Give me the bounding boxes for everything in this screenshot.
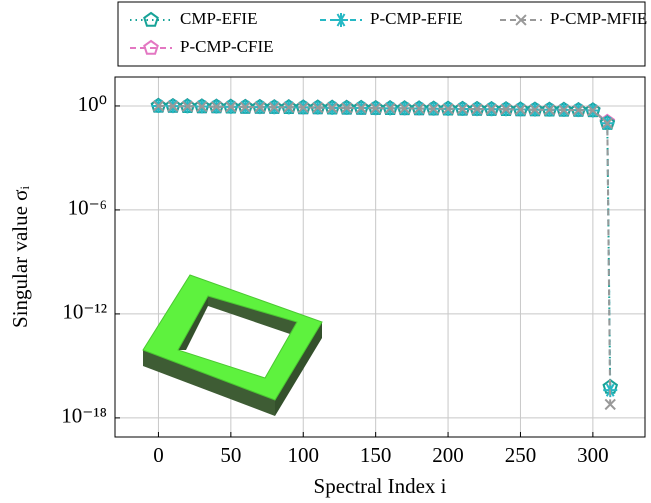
data-point xyxy=(384,102,396,114)
data-point xyxy=(604,398,616,411)
data-point xyxy=(442,103,454,115)
data-point xyxy=(500,103,512,115)
legend-marker xyxy=(143,39,159,55)
legend-label: P-CMP-CFIE xyxy=(180,37,274,56)
y-tick-label: 10⁻⁶ xyxy=(68,196,107,220)
x-tick-label: 0 xyxy=(153,443,164,467)
x-tick-label: 50 xyxy=(220,443,241,467)
data-point xyxy=(485,103,498,115)
data-point xyxy=(254,101,266,113)
y-tick-label: 10⁻¹⁸ xyxy=(61,404,107,428)
legend-label: P-CMP-EFIE xyxy=(370,9,463,28)
legend-marker xyxy=(334,13,348,27)
data-point xyxy=(152,100,165,112)
data-point xyxy=(312,101,324,114)
data-point xyxy=(355,102,367,114)
data-point xyxy=(369,102,382,114)
data-point xyxy=(413,102,425,115)
data-point xyxy=(225,101,237,113)
data-point xyxy=(514,103,527,116)
x-axis-label: Spectral Index i xyxy=(314,474,447,498)
inset-geometry xyxy=(142,274,323,416)
data-point xyxy=(181,100,194,112)
data-point xyxy=(572,104,585,116)
y-axis-label: Singular value σᵢ xyxy=(8,185,32,327)
data-point xyxy=(427,103,440,115)
series-line xyxy=(158,104,612,391)
data-point xyxy=(297,101,309,114)
legend-label: P-CMP-MFIE xyxy=(550,9,647,28)
data-point xyxy=(456,103,469,115)
data-point xyxy=(196,100,208,113)
x-tick-label: 150 xyxy=(360,443,392,467)
legend-marker xyxy=(143,11,159,27)
legend-label: CMP-EFIE xyxy=(180,9,257,28)
data-point xyxy=(326,102,338,114)
data-point xyxy=(268,101,280,113)
series-line xyxy=(158,104,612,405)
x-tick-label: 250 xyxy=(505,443,537,467)
x-tick-label: 300 xyxy=(577,443,609,467)
data-point xyxy=(601,117,614,129)
series xyxy=(150,97,619,394)
y-tick-label: 10⁻¹² xyxy=(62,300,107,324)
series xyxy=(151,98,618,398)
data-point xyxy=(558,104,570,116)
data-point xyxy=(398,102,411,115)
data-point xyxy=(529,104,541,116)
data-point xyxy=(341,102,353,114)
data-point xyxy=(587,104,599,117)
series-line xyxy=(158,104,612,388)
legend-box xyxy=(117,1,646,67)
data-point xyxy=(471,103,483,115)
legend-marker xyxy=(515,14,527,26)
data-point xyxy=(543,104,556,116)
x-tick-label: 200 xyxy=(432,443,464,467)
plot-frame xyxy=(114,76,646,438)
y-tick-label: 10⁰ xyxy=(78,92,107,116)
data-point xyxy=(283,101,295,114)
series xyxy=(152,100,616,411)
data-point xyxy=(239,101,251,113)
data-point xyxy=(210,100,223,113)
data-point xyxy=(167,100,179,112)
x-tick-label: 100 xyxy=(288,443,320,467)
